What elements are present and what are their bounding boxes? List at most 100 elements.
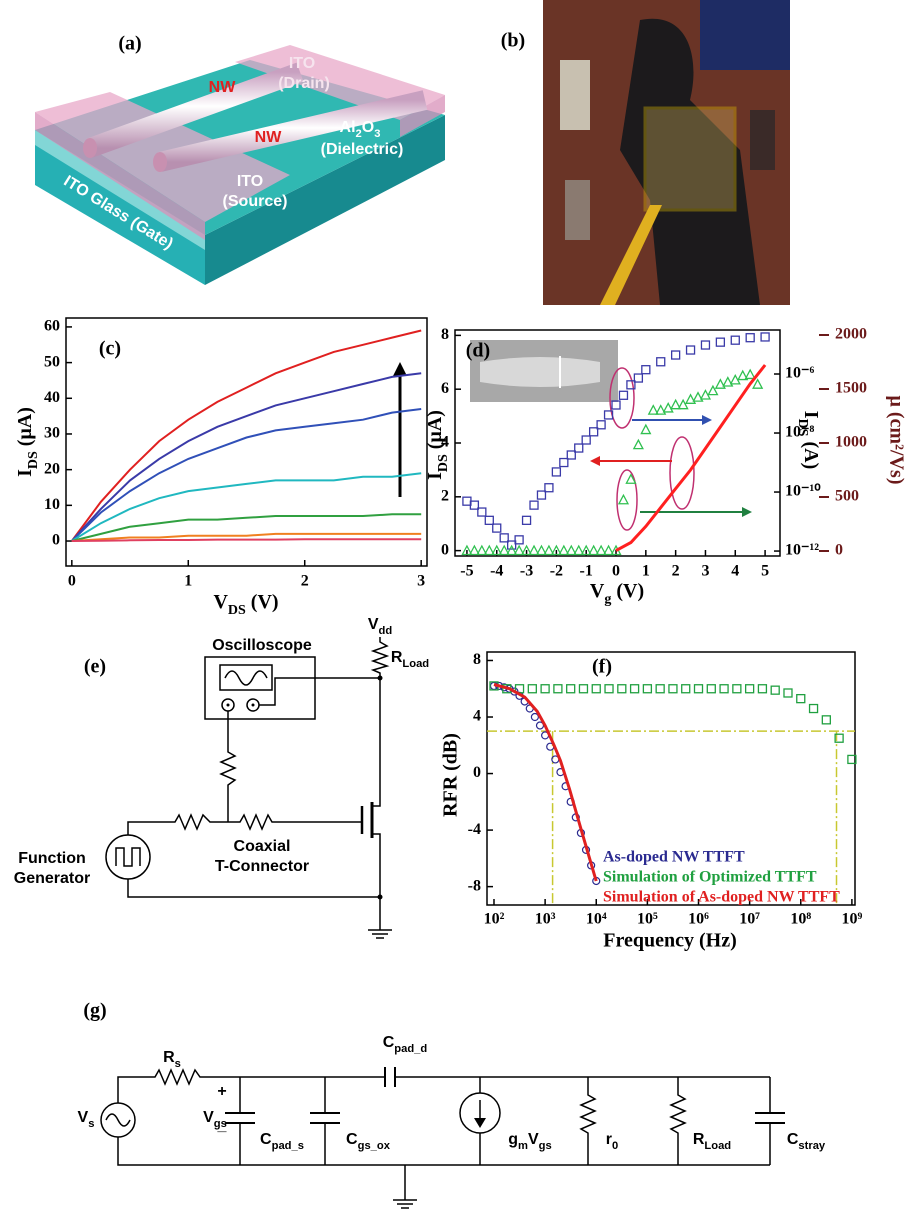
x-tick-label: 3: [417, 573, 425, 590]
data-point: [617, 684, 627, 694]
label-text-part: r: [606, 1131, 612, 1148]
label-text-part: gs: [214, 1118, 227, 1130]
data-point: [543, 544, 555, 556]
label-text-part: Load: [704, 1140, 731, 1152]
data-point: [642, 684, 653, 694]
label-text: Al2O3: [340, 119, 381, 140]
data-point: [529, 500, 539, 510]
data-point: [499, 533, 509, 543]
data-point: [559, 457, 569, 468]
data-point: [530, 712, 539, 722]
x-tick-label: 0: [612, 563, 620, 580]
data-point: [770, 685, 780, 695]
data-point: [706, 684, 716, 694]
y-axis-title-part: I: [424, 472, 446, 480]
data-point: [611, 400, 621, 410]
data-point: [507, 540, 517, 550]
data-point: [574, 443, 584, 453]
data-point: [498, 544, 510, 556]
data-point: [655, 684, 665, 694]
label-text: +: [217, 1083, 226, 1100]
x-tick-label: -2: [550, 563, 563, 580]
label-text: Vgs: [203, 1109, 227, 1130]
label-text: Rs: [163, 1049, 181, 1070]
panel-label: (c): [99, 338, 121, 360]
data-point: [737, 369, 749, 381]
label-text: _: [217, 1117, 228, 1134]
y2-axis-title-part: I: [800, 411, 822, 419]
data-point: [566, 450, 576, 460]
y-tick-label: 4: [441, 434, 449, 451]
data-point: [596, 420, 606, 430]
x-tick-label: 3: [701, 563, 709, 580]
data-point: [603, 410, 614, 420]
data-point: [662, 402, 674, 413]
y-axis-title-part: DS: [26, 451, 41, 469]
data-point: [752, 378, 764, 389]
x-tick-label: 2: [672, 563, 680, 580]
label-text: Cgs_ox: [346, 1131, 391, 1152]
y3-tick-label: 2000: [835, 326, 867, 343]
x-axis-title-part: (V): [246, 591, 279, 613]
y-axis-title: IDS (μA): [424, 410, 451, 480]
series-line: [615, 364, 767, 552]
label-text: Vs: [78, 1109, 95, 1130]
data-point: [719, 684, 729, 694]
label-text: (a): [118, 33, 141, 55]
data-point: [834, 733, 844, 743]
data-point: [714, 378, 726, 389]
label-text: (e): [84, 656, 106, 678]
data-point: [629, 684, 640, 694]
data-point: [670, 398, 682, 410]
panel-b-photo: [543, 0, 790, 306]
data-point: [715, 337, 726, 347]
x-axis-title-part: (V): [611, 580, 644, 602]
data-point: [506, 544, 518, 556]
label-text-part: V: [368, 616, 379, 633]
data-point: [677, 398, 689, 410]
x-tick-label: 0: [68, 573, 76, 590]
y2-tick-label: 10⁻¹²: [785, 542, 819, 559]
y-axis-title-part: (μA): [14, 407, 36, 451]
label-text: RLoad: [391, 649, 429, 670]
data-point: [520, 544, 533, 556]
y2-axis-title-part: DS: [795, 419, 810, 437]
x-axis-title-part: DS: [228, 603, 246, 618]
label-text-part: C: [260, 1131, 272, 1148]
x-axis-title-part: g: [604, 592, 611, 607]
y-tick-label: 30: [44, 425, 60, 442]
series-line: [71, 472, 422, 542]
y2-tick-label: 10⁻¹⁰: [785, 483, 821, 500]
y-tick-label: -4: [468, 821, 481, 838]
label-text: ITO: [289, 55, 315, 72]
y-axis-title-part: DS: [436, 454, 451, 472]
series-line: [71, 408, 422, 542]
x-tick-label: 10⁵: [637, 911, 658, 928]
label-text-part: R: [163, 1049, 175, 1066]
label-text-part: gs_ox: [358, 1140, 391, 1152]
y3-tick-label: 500: [835, 488, 859, 505]
x-tick-label: 10²: [484, 911, 505, 928]
data-point: [483, 544, 495, 556]
data-point: [558, 544, 570, 556]
label-text: (Drain): [278, 75, 330, 92]
x-axis-title: VDS (V): [213, 591, 278, 618]
data-point: [722, 376, 734, 387]
label-text-part: stray: [798, 1140, 826, 1152]
data-point: [684, 393, 697, 404]
plot-frame: [65, 317, 428, 567]
x-tick-label: -3: [520, 563, 533, 580]
series-line: [71, 538, 422, 542]
label-text: Cpad_s: [260, 1131, 304, 1152]
data-point: [469, 500, 480, 510]
x-tick-label: 1: [184, 573, 192, 590]
label-text: (g): [83, 1000, 106, 1022]
series-line: [71, 372, 422, 542]
y-tick-label: 40: [44, 389, 60, 406]
label-text-part: V: [203, 1109, 214, 1126]
label-text-part: Load: [402, 658, 429, 670]
data-point: [744, 368, 756, 380]
data-point: [484, 515, 494, 525]
label-text-part: 0: [612, 1140, 618, 1152]
